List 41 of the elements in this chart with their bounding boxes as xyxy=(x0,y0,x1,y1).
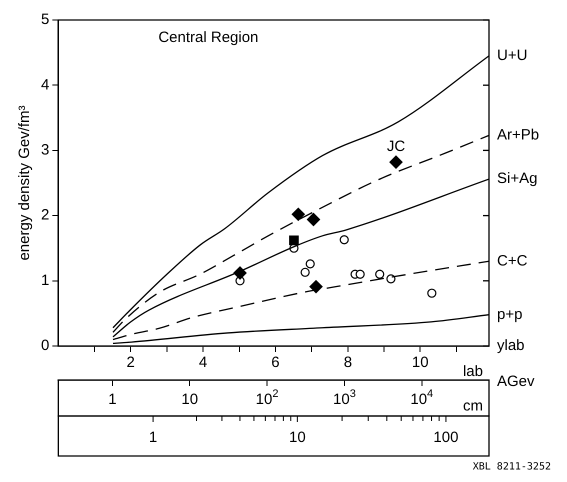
series-label: Ar+Pb xyxy=(497,126,540,144)
y-tick-label: 5 xyxy=(41,11,50,28)
point xyxy=(375,270,384,279)
point xyxy=(356,270,365,279)
series-label: C+C xyxy=(497,252,528,270)
x2-axis-title: lab xyxy=(462,363,483,380)
y-tick-label: 2 xyxy=(41,206,50,224)
point xyxy=(340,235,349,244)
series-label: Si+Ag xyxy=(497,170,538,188)
series-label: p+p xyxy=(497,306,522,323)
y-tick-label: 3 xyxy=(41,142,50,159)
point xyxy=(289,236,299,246)
series-label: U+U xyxy=(497,47,528,64)
x-tick-label: 4 xyxy=(198,354,208,372)
x-axis-title: ylab xyxy=(497,337,525,354)
y-tick-label: 0 xyxy=(41,337,50,354)
y-axis-title: energy density Gev/fm³ xyxy=(16,105,34,261)
y-tick-label: 4 xyxy=(41,76,50,94)
point xyxy=(300,268,310,277)
x-tick-label: 10 xyxy=(412,354,429,372)
text: 1 xyxy=(148,429,158,446)
text: 10 xyxy=(289,429,306,446)
point xyxy=(306,212,320,226)
point xyxy=(427,288,436,298)
text: cm xyxy=(463,398,483,415)
x2-tick-label: 1 xyxy=(108,391,117,408)
annotation: JC xyxy=(386,138,406,155)
x-tick-label: 8 xyxy=(344,354,352,372)
x-tick-label: 6 xyxy=(271,354,280,372)
text: 100 xyxy=(433,429,458,446)
point xyxy=(292,208,305,221)
text: XBL 8211-3252 xyxy=(472,462,551,473)
x2-tick-label: 10 xyxy=(181,391,198,408)
text: Central Region xyxy=(158,29,258,46)
text: AGev xyxy=(497,373,536,390)
x-tick-label: 2 xyxy=(126,354,135,372)
point xyxy=(306,259,315,268)
point xyxy=(389,156,403,169)
point xyxy=(386,274,396,284)
point xyxy=(309,280,323,294)
y-tick-label: 1 xyxy=(41,272,50,289)
